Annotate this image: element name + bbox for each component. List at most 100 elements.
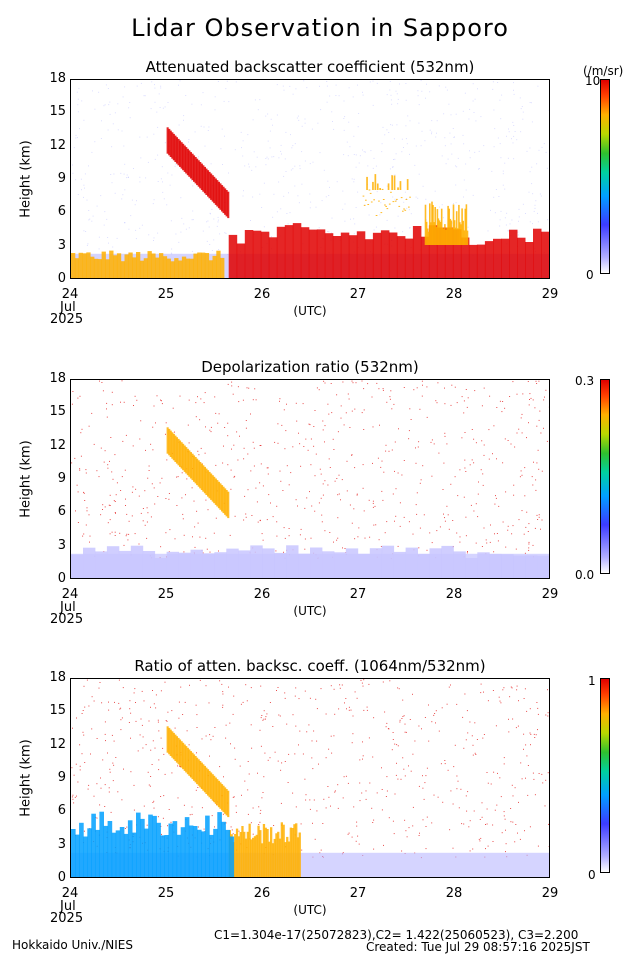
noise-pixel xyxy=(358,527,360,529)
noise-pixel xyxy=(72,164,73,166)
y-tick-label: 9 xyxy=(57,770,66,785)
noise-pixel xyxy=(508,128,509,130)
noise-pixel xyxy=(74,457,76,459)
noise-pixel xyxy=(152,426,154,428)
noise-pixel xyxy=(285,430,287,432)
noise-pixel xyxy=(529,399,530,400)
noise-pixel xyxy=(402,716,404,717)
noise-pixel xyxy=(327,403,329,405)
noise-pixel xyxy=(184,701,186,703)
noise-pixel xyxy=(161,400,162,402)
noise-pixel xyxy=(419,527,421,529)
noise-pixel xyxy=(267,473,269,475)
noise-pixel xyxy=(285,171,287,172)
noise-pixel xyxy=(200,447,202,449)
noise-pixel xyxy=(133,692,135,694)
noise-pixel xyxy=(545,714,547,716)
noise-pixel xyxy=(492,841,494,842)
noise-pixel xyxy=(205,735,207,737)
noise-pixel xyxy=(517,725,519,727)
heatmap-plot[interactable] xyxy=(70,79,550,279)
noise-pixel xyxy=(503,757,505,759)
noise-pixel xyxy=(120,707,122,709)
noise-pixel xyxy=(75,134,77,136)
feature-low_cloud xyxy=(266,829,269,877)
noise-pixel xyxy=(214,96,216,98)
noise-pixel xyxy=(397,745,399,747)
noise-pixel xyxy=(259,193,261,195)
noise-pixel xyxy=(456,788,458,790)
noise-pixel xyxy=(519,476,521,478)
noise-pixel xyxy=(123,544,125,546)
noise-pixel xyxy=(276,521,278,523)
feature-cloud xyxy=(199,761,202,788)
y-tick-label: 12 xyxy=(49,137,66,153)
y-tick-label: 9 xyxy=(57,171,66,186)
noise-pixel xyxy=(454,476,456,478)
noise-pixel xyxy=(145,177,147,179)
noise-pixel xyxy=(223,776,224,778)
noise-pixel xyxy=(286,465,288,467)
noise-pixel xyxy=(271,156,273,158)
feature-low_cloud xyxy=(340,232,350,278)
noise-pixel xyxy=(139,181,141,183)
noise-pixel xyxy=(286,723,288,725)
noise-pixel xyxy=(193,500,195,502)
noise-pixel xyxy=(386,129,388,131)
noise-pixel xyxy=(292,446,294,448)
feature-cloud xyxy=(197,160,200,187)
noise-pixel xyxy=(84,500,86,501)
noise-pixel xyxy=(260,717,262,719)
noise-pixel xyxy=(507,229,509,231)
feature-low_cloud xyxy=(428,225,438,278)
noise-pixel xyxy=(304,122,306,124)
feature-low_cloud xyxy=(533,228,542,278)
noise-pixel xyxy=(110,174,112,175)
noise-pixel xyxy=(77,104,79,106)
noise-pixel xyxy=(269,702,271,703)
noise-pixel xyxy=(419,408,421,410)
x-month-label: Jul xyxy=(60,300,76,315)
noise-pixel xyxy=(464,459,466,461)
heatmap-plot[interactable] xyxy=(70,379,550,579)
feature-cloud xyxy=(216,480,219,507)
noise-pixel xyxy=(109,768,111,770)
noise-pixel xyxy=(398,428,399,430)
feature-cloud xyxy=(179,440,182,467)
noise-pixel xyxy=(126,177,128,179)
noise-pixel xyxy=(73,774,75,776)
feature-low_cloud xyxy=(380,230,390,278)
noise-pixel xyxy=(362,487,364,489)
noise-pixel xyxy=(397,778,399,780)
noise-pixel xyxy=(77,491,79,493)
noise-pixel xyxy=(494,503,496,505)
noise-pixel xyxy=(217,219,219,221)
noise-pixel xyxy=(424,140,426,142)
noise-pixel xyxy=(465,189,467,191)
noise-pixel xyxy=(77,522,79,523)
feature-cloud xyxy=(460,224,462,245)
noise-pixel xyxy=(332,438,334,440)
noise-pixel xyxy=(399,83,400,85)
noise-pixel xyxy=(203,828,205,830)
noise-pixel xyxy=(538,149,540,151)
feature-cloud xyxy=(169,130,172,157)
noise-pixel xyxy=(314,410,316,411)
noise-pixel xyxy=(548,823,549,825)
heatmap-plot[interactable] xyxy=(70,678,550,878)
noise-pixel xyxy=(86,679,88,681)
noise-pixel xyxy=(119,708,121,710)
noise-pixel xyxy=(312,161,314,163)
noise-pixel xyxy=(468,826,470,828)
noise-pixel xyxy=(107,467,109,469)
noise-pixel xyxy=(355,154,357,156)
feature-low_cloud xyxy=(259,830,262,877)
noise-pixel xyxy=(474,722,476,724)
noise-pixel xyxy=(393,138,395,140)
noise-pixel xyxy=(393,159,394,160)
noise-pixel xyxy=(503,811,505,813)
noise-pixel xyxy=(256,501,258,503)
noise-pixel xyxy=(136,399,138,401)
noise-pixel xyxy=(373,819,375,821)
noise-pixel xyxy=(534,207,536,209)
